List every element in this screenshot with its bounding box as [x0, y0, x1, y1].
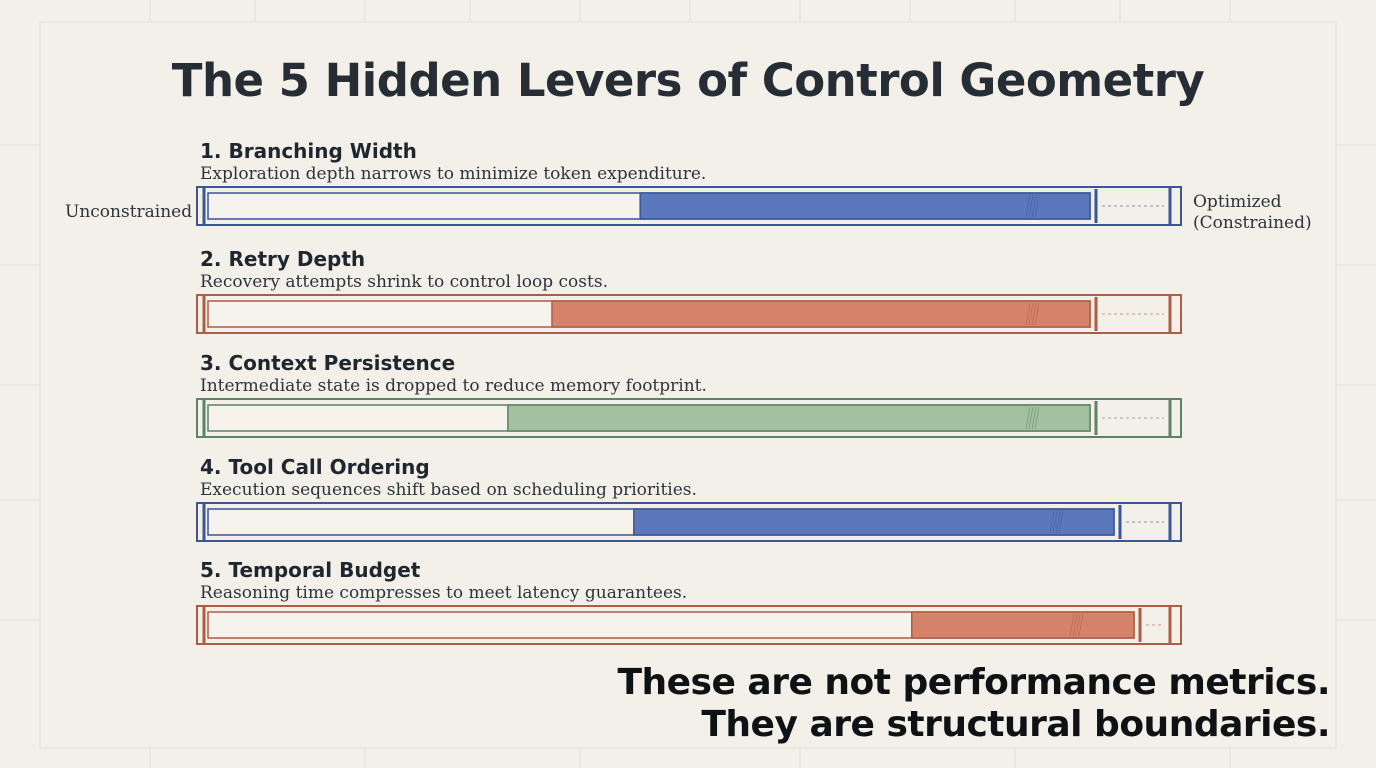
lever-description: Intermediate state is dropped to reduce …: [200, 376, 707, 396]
closing-line-1: These are not performance metrics.: [617, 662, 1330, 703]
scale-label-optimized-line2: (Constrained): [1193, 213, 1312, 233]
gauge-hatch: [1028, 194, 1034, 218]
gauge-hatch: [1072, 613, 1078, 637]
gauge-hatch: [1078, 613, 1084, 637]
gauge-hatch: [1058, 510, 1064, 534]
lever-description: Reasoning time compresses to meet latenc…: [200, 583, 688, 603]
gauge-fill: [639, 192, 1091, 220]
gauge-hatch: [1025, 302, 1031, 326]
lever-description: Recovery attempts shrink to control loop…: [200, 272, 608, 292]
scale-label-optimized: Optimized (Constrained): [1193, 192, 1312, 234]
gauge-hatch: [1031, 302, 1037, 326]
lever-title: 2. Retry Depth: [200, 247, 366, 271]
gauge-hatch: [1031, 194, 1037, 218]
gauge-hatch: [1034, 302, 1040, 326]
page-title: The 5 Hidden Levers of Control Geometry: [171, 54, 1205, 107]
gauge-hatch: [1025, 194, 1031, 218]
gauge-fill: [911, 611, 1135, 639]
closing-statement: These are not performance metrics. They …: [617, 662, 1330, 746]
gauge-hatch: [1055, 510, 1061, 534]
gauge-hatch: [1075, 613, 1081, 637]
gauge-hatch: [1052, 510, 1058, 534]
lever-gauge-bar: [196, 186, 1182, 226]
scale-label-optimized-line1: Optimized: [1193, 192, 1282, 212]
gauge-hatch: [1049, 510, 1055, 534]
lever-title: 5. Temporal Budget: [200, 558, 421, 582]
closing-line-2: They are structural boundaries.: [701, 704, 1330, 745]
gauge-hatch: [1069, 613, 1075, 637]
gauge-hatch: [1028, 406, 1034, 430]
lever-title: 3. Context Persistence: [200, 351, 456, 375]
lever-gauge-bar: [196, 398, 1182, 438]
gauge-fill: [633, 508, 1115, 536]
lever-description: Exploration depth narrows to minimize to…: [200, 164, 707, 184]
lever-title: 1. Branching Width: [200, 139, 417, 163]
gauge-hatch: [1031, 406, 1037, 430]
lever-gauge-bar: [196, 605, 1182, 645]
lever-gauge-bar: [196, 294, 1182, 334]
gauge-fill: [507, 404, 1091, 432]
gauge-hatch: [1034, 406, 1040, 430]
lever-description: Execution sequences shift based on sched…: [200, 480, 697, 500]
gauge-hatch: [1025, 406, 1031, 430]
scale-label-unconstrained: Unconstrained: [65, 202, 193, 222]
gauge-fill: [551, 300, 1091, 328]
lever-title: 4. Tool Call Ordering: [200, 455, 430, 479]
lever-gauge-bar: [196, 502, 1182, 542]
gauge-hatch: [1028, 302, 1034, 326]
gauge-hatch: [1034, 194, 1040, 218]
